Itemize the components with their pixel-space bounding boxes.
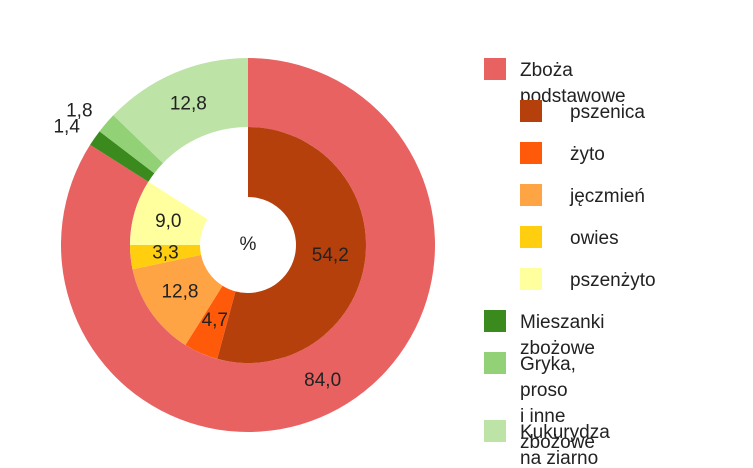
value-label: 12,8 <box>170 94 207 115</box>
legend-label: pszenica <box>570 100 645 126</box>
legend-label: Kukurydza na ziarno <box>520 420 610 468</box>
value-label: 12,8 <box>161 282 198 303</box>
value-label: 54,2 <box>312 245 349 266</box>
legend-swatch <box>484 352 506 374</box>
legend-label: owies <box>570 226 619 252</box>
legend-swatch <box>484 310 506 332</box>
legend-label: jęczmień <box>570 184 645 210</box>
value-label: 9,0 <box>155 211 181 232</box>
value-label: 3,3 <box>152 243 178 264</box>
legend-swatch <box>520 226 542 248</box>
value-label: 4,7 <box>202 310 228 331</box>
legend-swatch <box>520 142 542 164</box>
legend-swatch <box>520 100 542 122</box>
legend-swatch <box>520 268 542 290</box>
legend-label: żyto <box>570 142 605 168</box>
value-label: 1,8 <box>66 100 92 121</box>
legend-swatch <box>484 420 506 442</box>
legend-label: pszenżyto <box>570 268 656 294</box>
center-label: % <box>240 234 257 255</box>
chart: 84,01,41,812,854,24,712,83,39,0% Zboża p… <box>0 0 753 468</box>
legend-swatch <box>484 58 506 80</box>
value-label: 84,0 <box>304 370 341 391</box>
legend-swatch <box>520 184 542 206</box>
